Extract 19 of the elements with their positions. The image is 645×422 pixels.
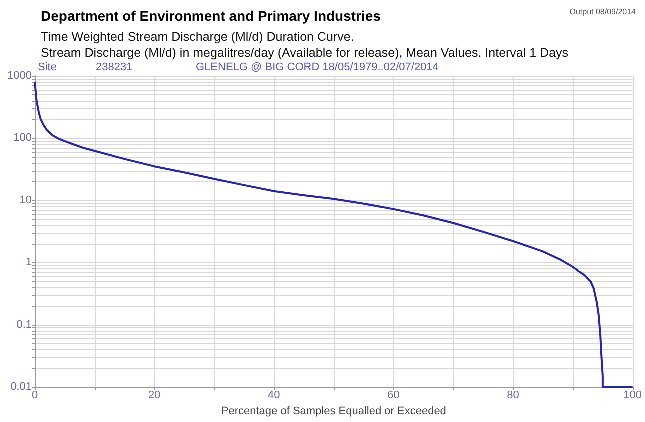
y-tick-label: 1000 [8,70,32,82]
chart-title: Department of Environment and Primary Industries [41,8,382,24]
text: Site [38,62,57,74]
text: GLENELG @ BIG CORD 18/05/1979..02/07/2014 [196,62,439,74]
x-tick-label: 40 [268,390,280,402]
x-tick-label: 20 [148,390,161,402]
y-tick-label: 1 [26,256,32,269]
text: Output 08/09/2014 [570,8,637,16]
y-tick-label: 100 [14,132,32,144]
y-tick-label: 0.1 [16,318,32,331]
x-tick-label: 60 [388,390,400,402]
text: 238231 [96,62,133,74]
x-tick-label: 100 [624,390,642,402]
y-tick-label: 10 [20,194,32,206]
x-tick-label: 80 [507,390,520,402]
chart-subtitle: Time Weighted Stream Discharge (Ml/d) Duration Curve. Stream Discharge (Ml/d) in megalitres/day (Available for release), Mean Values. Interval 1 Days [41,30,569,60]
y-tick-label: 0.01 [10,381,32,394]
x-axis-title: Percentage of Samples Equalled or Exceeded [221,406,446,418]
x-tick-label: 0 [32,390,38,402]
